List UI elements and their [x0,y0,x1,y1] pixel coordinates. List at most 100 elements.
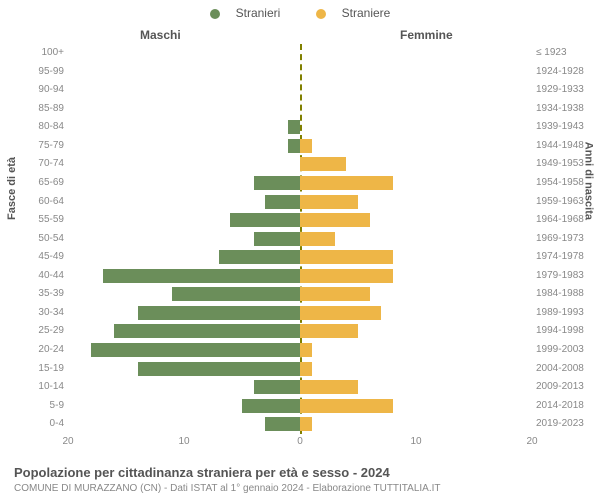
bar-female [300,399,393,413]
legend-male: Stranieri [236,6,281,20]
male-swatch [210,9,220,19]
female-swatch [316,9,326,19]
age-label: 40-44 [20,270,64,281]
age-label: 25-29 [20,325,64,336]
year-label: 2009-2013 [536,381,594,392]
bar-female [300,380,358,394]
age-label: 15-19 [20,363,64,374]
year-label: 1934-1938 [536,103,594,114]
xtick: 20 [62,436,73,447]
year-label: 1979-1983 [536,270,594,281]
bar-male [138,362,300,376]
bar-male [219,250,300,264]
bar-female [300,306,381,320]
row-65-69: 65-691954-1958 [68,174,532,193]
age-label: 100+ [20,47,64,58]
year-label: 1999-2003 [536,344,594,355]
row-10-14: 10-142009-2013 [68,378,532,397]
year-label: ≤ 1923 [536,47,594,58]
age-label: 35-39 [20,288,64,299]
row-5-9: 5-92014-2018 [68,397,532,416]
row-25-29: 25-291994-1998 [68,322,532,341]
age-label: 60-64 [20,196,64,207]
bar-female [300,232,335,246]
col-left: Maschi [140,28,181,42]
year-label: 1964-1968 [536,214,594,225]
bar-female [300,176,393,190]
year-label: 2004-2008 [536,363,594,374]
bar-male [230,213,300,227]
row-50-54: 50-541969-1973 [68,230,532,249]
year-label: 1969-1973 [536,233,594,244]
col-right: Femmine [400,28,453,42]
chart-subtitle: COMUNE DI MURAZZANO (CN) - Dati ISTAT al… [14,483,441,494]
legend-female: Straniere [342,6,391,20]
bar-male [265,417,300,431]
xtick: 0 [297,436,303,447]
age-label: 80-84 [20,121,64,132]
pyramid-chart: 100+≤ 192395-991924-192890-941929-193385… [68,44,532,434]
age-label: 65-69 [20,177,64,188]
bar-female [300,139,312,153]
age-label: 45-49 [20,251,64,262]
xtick: 20 [526,436,537,447]
year-label: 1949-1953 [536,158,594,169]
bar-male [91,343,300,357]
yaxis-left: Fasce di età [6,157,18,220]
year-label: 1989-1993 [536,307,594,318]
row-80-84: 80-841939-1943 [68,118,532,137]
bar-female [300,213,370,227]
bar-male [288,120,300,134]
year-label: 1954-1958 [536,177,594,188]
year-label: 1924-1928 [536,66,594,77]
row-85-89: 85-891934-1938 [68,100,532,119]
age-label: 95-99 [20,66,64,77]
row-35-39: 35-391984-1988 [68,285,532,304]
age-label: 75-79 [20,140,64,151]
row-70-74: 70-741949-1953 [68,155,532,174]
year-label: 1984-1988 [536,288,594,299]
bar-female [300,362,312,376]
age-label: 30-34 [20,307,64,318]
year-label: 2019-2023 [536,418,594,429]
bar-male [114,324,300,338]
bar-male [138,306,300,320]
year-label: 1974-1978 [536,251,594,262]
age-label: 85-89 [20,103,64,114]
row-15-19: 15-192004-2008 [68,360,532,379]
chart-title: Popolazione per cittadinanza straniera p… [14,465,390,480]
age-label: 90-94 [20,84,64,95]
year-label: 1994-1998 [536,325,594,336]
bar-male [242,399,300,413]
bar-male [265,195,300,209]
age-label: 5-9 [20,400,64,411]
age-label: 0-4 [20,418,64,429]
age-label: 70-74 [20,158,64,169]
bar-female [300,324,358,338]
year-label: 1959-1963 [536,196,594,207]
bar-female [300,157,346,171]
row-20-24: 20-241999-2003 [68,341,532,360]
age-label: 10-14 [20,381,64,392]
row-100+: 100+≤ 1923 [68,44,532,63]
bar-female [300,343,312,357]
bar-male [254,380,300,394]
bar-male [103,269,300,283]
age-label: 20-24 [20,344,64,355]
year-label: 2014-2018 [536,400,594,411]
row-45-49: 45-491974-1978 [68,248,532,267]
year-label: 1939-1943 [536,121,594,132]
row-90-94: 90-941929-1933 [68,81,532,100]
bar-female [300,417,312,431]
xtick: 10 [178,436,189,447]
row-40-44: 40-441979-1983 [68,267,532,286]
xtick: 10 [410,436,421,447]
bar-female [300,269,393,283]
row-60-64: 60-641959-1963 [68,193,532,212]
bar-male [172,287,300,301]
bar-male [254,232,300,246]
bar-female [300,250,393,264]
row-75-79: 75-791944-1948 [68,137,532,156]
row-95-99: 95-991924-1928 [68,63,532,82]
year-label: 1944-1948 [536,140,594,151]
